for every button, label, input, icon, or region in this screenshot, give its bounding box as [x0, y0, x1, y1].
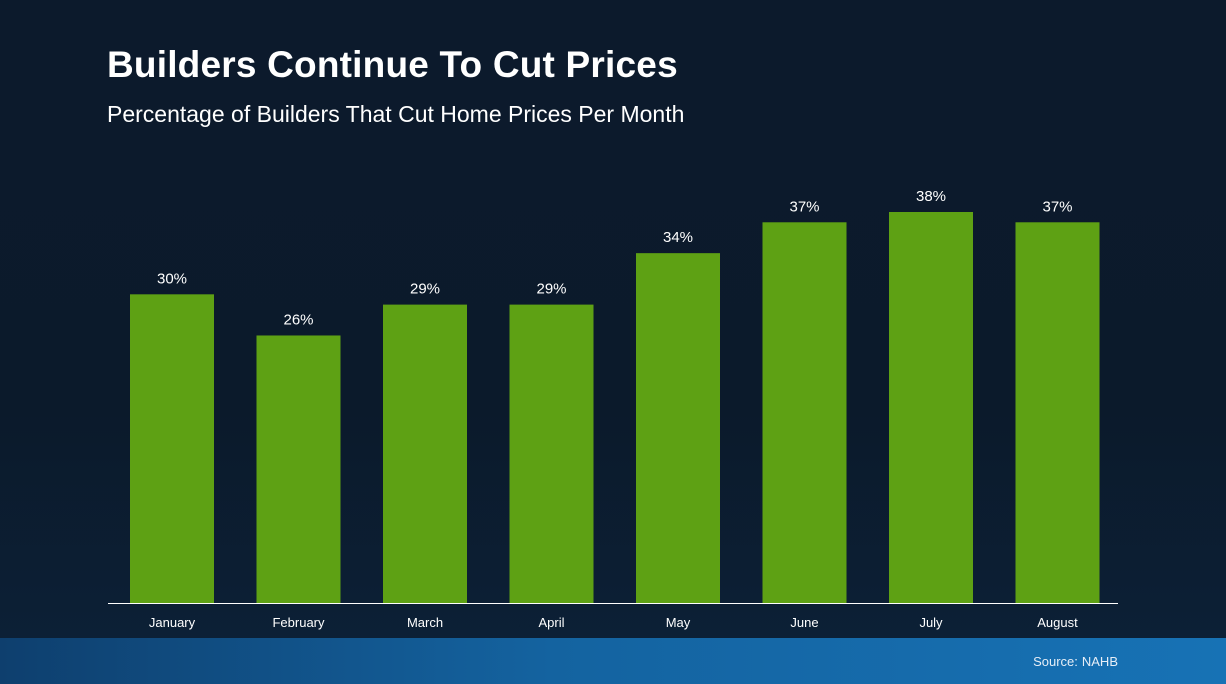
bar-chart: 30% January 26% February 29% March 29% April 34%…: [130, 188, 1100, 630]
chart-title: Builders Continue To Cut Prices: [107, 44, 678, 85]
data-label-august: 37%: [1042, 198, 1072, 215]
footer-bar: Source: NAHB: [0, 638, 1226, 684]
bar-june: [762, 222, 847, 603]
x-tick-label-march: March: [407, 615, 443, 630]
data-label-july: 38%: [916, 188, 946, 205]
bar-may: [636, 253, 720, 603]
data-label-march: 29%: [410, 281, 440, 298]
data-label-june: 37%: [789, 198, 819, 215]
bar-april: [509, 304, 594, 603]
data-label-may: 34%: [663, 229, 693, 246]
x-tick-label-april: April: [538, 615, 564, 630]
x-tick-label-may: May: [666, 615, 691, 630]
bar-february: [256, 335, 341, 603]
x-tick-label-february: February: [272, 615, 325, 630]
chart-subtitle: Percentage of Builders That Cut Home Pri…: [107, 101, 685, 127]
x-tick-label-january: January: [149, 615, 196, 630]
source-label: Source:: [1033, 654, 1078, 669]
bar-march: [383, 304, 467, 603]
bar-january: [130, 294, 214, 603]
x-tick-label-august: August: [1037, 615, 1078, 630]
source-note: Source: NAHB: [1033, 654, 1118, 669]
x-tick-label-july: July: [919, 615, 943, 630]
bar-august: [1015, 222, 1100, 603]
data-label-january: 30%: [157, 270, 187, 287]
source-value: NAHB: [1081, 654, 1118, 669]
data-label-april: 29%: [536, 281, 566, 298]
x-tick-label-june: June: [790, 615, 818, 630]
data-label-february: 26%: [283, 311, 313, 328]
bar-july: [889, 212, 973, 603]
